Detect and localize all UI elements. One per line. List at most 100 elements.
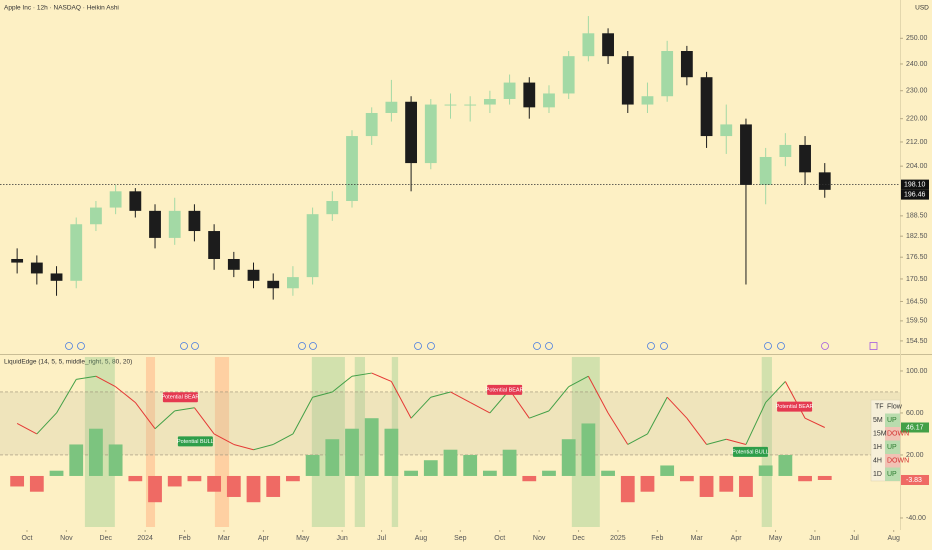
histogram-bar bbox=[286, 475, 300, 482]
annotation-box bbox=[732, 446, 768, 457]
flow-line bbox=[154, 410, 176, 430]
event-icon[interactable] bbox=[298, 342, 306, 350]
x-tick-label: Aug bbox=[887, 535, 900, 542]
candle-body bbox=[70, 224, 83, 281]
flow-line bbox=[253, 443, 274, 451]
level-band bbox=[0, 391, 900, 455]
event-icon[interactable] bbox=[533, 342, 541, 350]
event-icon[interactable] bbox=[545, 342, 553, 350]
y-tick-label: 240.00 bbox=[906, 61, 928, 68]
y-tick-label: 188.50 bbox=[906, 213, 928, 220]
event-icon[interactable] bbox=[647, 342, 655, 350]
histogram-bar bbox=[29, 475, 44, 492]
table-flow: DOWN bbox=[887, 458, 909, 465]
candle-body bbox=[90, 207, 102, 225]
flow-line bbox=[647, 396, 668, 435]
x-tick-label: Dec bbox=[572, 535, 585, 542]
table-tf: 1D bbox=[873, 471, 882, 478]
event-icon[interactable] bbox=[180, 342, 188, 350]
histogram-bar bbox=[167, 475, 182, 487]
histogram-bar bbox=[739, 475, 753, 497]
candle-body bbox=[680, 51, 693, 78]
event-icon[interactable] bbox=[821, 342, 829, 350]
table-flow-cell bbox=[885, 427, 900, 441]
value-label-box bbox=[901, 422, 929, 433]
table-header: Flow bbox=[887, 404, 903, 411]
flow-line bbox=[16, 423, 38, 435]
event-icon[interactable] bbox=[427, 342, 435, 350]
event-icon[interactable] bbox=[309, 342, 317, 350]
annotation-box bbox=[487, 384, 523, 395]
flow-line bbox=[213, 433, 235, 445]
event-icon[interactable] bbox=[777, 342, 785, 350]
event-icon[interactable] bbox=[414, 342, 422, 350]
y-tick-label: 176.50 bbox=[906, 254, 928, 261]
candle-body bbox=[405, 101, 418, 164]
event-icon[interactable] bbox=[77, 342, 85, 350]
histogram-bar bbox=[108, 444, 123, 476]
x-tick-label: Sep bbox=[454, 535, 467, 542]
histogram-bar bbox=[798, 475, 812, 482]
event-icon[interactable] bbox=[869, 342, 878, 350]
histogram-bar bbox=[345, 428, 359, 476]
price-label: 198.10 bbox=[904, 181, 926, 188]
candle-body bbox=[562, 56, 575, 94]
flow-line bbox=[450, 391, 471, 403]
candle-body bbox=[464, 104, 477, 106]
event-icon[interactable] bbox=[764, 342, 772, 350]
annotation-label: Potential BEAR bbox=[486, 387, 524, 393]
candle-body bbox=[385, 101, 398, 113]
flow-line bbox=[469, 402, 491, 414]
flow-line bbox=[95, 375, 116, 388]
candle-body bbox=[621, 56, 634, 105]
candle-body bbox=[503, 82, 516, 99]
candle-body bbox=[188, 210, 201, 232]
histogram-bar bbox=[226, 475, 241, 497]
last-price-label: 196.46 bbox=[904, 191, 926, 198]
candle-body bbox=[483, 98, 496, 105]
histogram-bar bbox=[778, 454, 793, 476]
candle-body bbox=[247, 269, 260, 281]
candle-body bbox=[799, 144, 811, 173]
flow-line bbox=[410, 396, 432, 419]
flow-line bbox=[331, 375, 353, 393]
x-tick-label: Jun bbox=[337, 535, 348, 542]
candle-body bbox=[424, 104, 437, 164]
flow-line bbox=[529, 410, 550, 419]
candle-body bbox=[641, 96, 654, 105]
event-icon[interactable] bbox=[65, 342, 73, 350]
histogram-bar bbox=[581, 423, 596, 476]
flow-line bbox=[745, 402, 767, 445]
x-tick-label: Jun bbox=[809, 535, 820, 542]
x-tick-label: 2025 bbox=[610, 535, 626, 542]
flow-line bbox=[233, 443, 254, 451]
histogram-bar bbox=[128, 475, 143, 482]
x-tick-label: Feb bbox=[651, 535, 663, 542]
histogram-bar bbox=[561, 439, 576, 476]
flow-line bbox=[390, 381, 412, 419]
flow-line bbox=[351, 372, 372, 377]
histogram-bar bbox=[10, 475, 25, 487]
y-tick-label: 182.50 bbox=[906, 233, 928, 240]
event-icon[interactable] bbox=[660, 342, 668, 350]
table-tf: 5M bbox=[873, 417, 883, 424]
candle-body bbox=[30, 262, 43, 274]
candle-body bbox=[346, 136, 358, 202]
histogram-bar bbox=[148, 475, 162, 503]
table-flow: DOWN bbox=[887, 431, 909, 438]
annotation-label: Potential BULL bbox=[177, 439, 214, 445]
x-tick-label: Nov bbox=[533, 535, 546, 542]
y-tick-label: 164.50 bbox=[906, 298, 928, 305]
flow-line bbox=[548, 386, 570, 412]
flow-line bbox=[76, 375, 97, 380]
y-tick-label: 159.50 bbox=[906, 318, 928, 325]
table-header: TF bbox=[875, 404, 884, 411]
table-flow-cell bbox=[885, 467, 900, 481]
flow-line bbox=[804, 417, 825, 428]
event-icon[interactable] bbox=[191, 342, 199, 350]
histogram-bar bbox=[482, 470, 497, 476]
histogram-bar bbox=[69, 444, 84, 476]
value-label: -3.83 bbox=[906, 477, 922, 484]
histogram-bar bbox=[817, 475, 832, 480]
histogram-bar bbox=[246, 475, 261, 503]
